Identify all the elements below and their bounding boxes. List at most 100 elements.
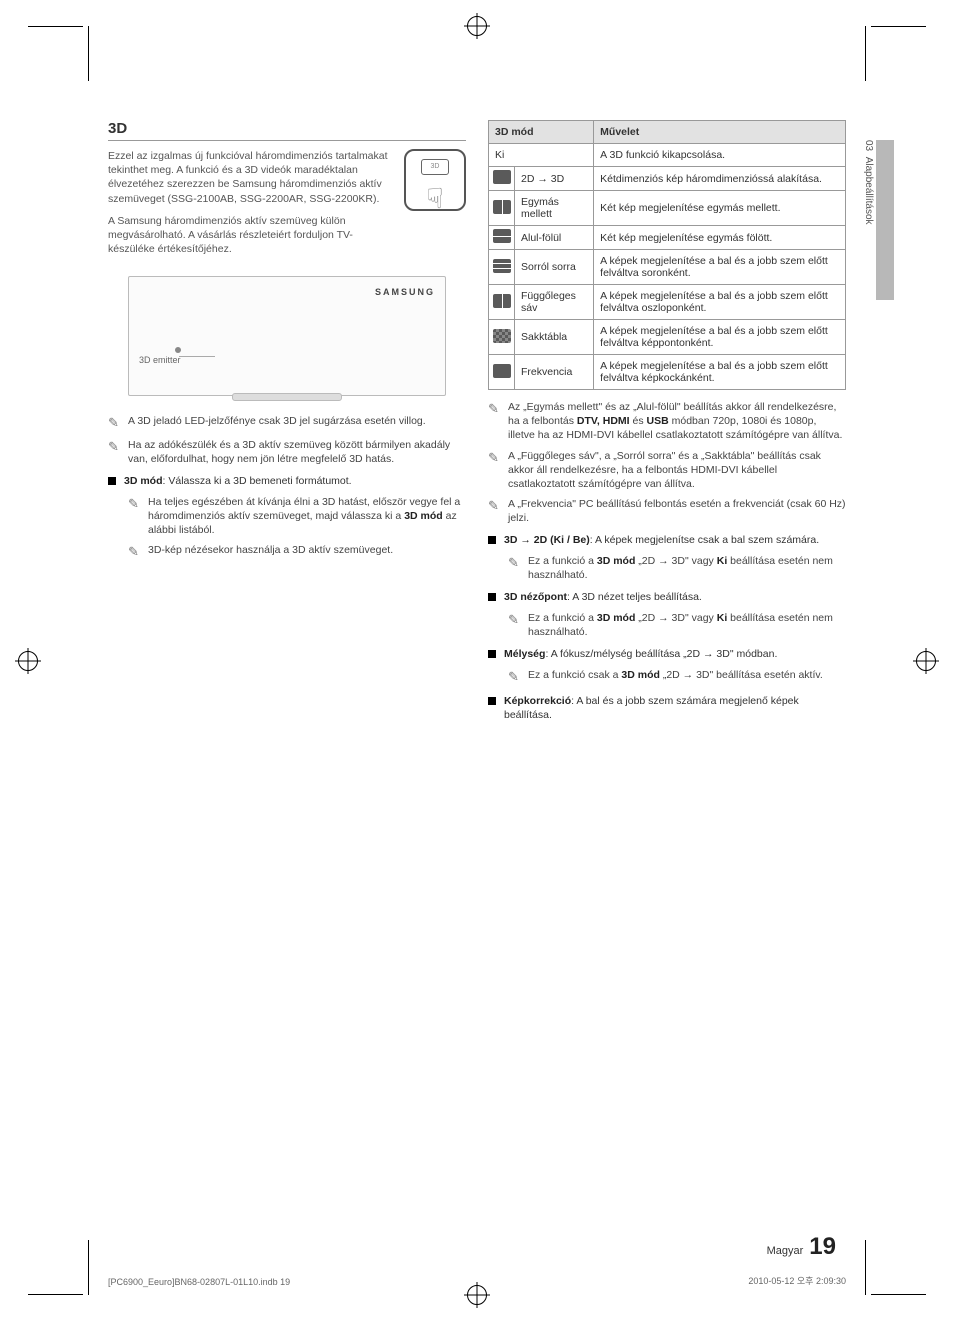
sub-note-item: ✎ Ez a funkció a 3D mód „2D → 3D" vagy K… <box>508 554 846 582</box>
mode-label: Sakktábla <box>515 320 594 355</box>
chapter-label: 03 Alapbeállítások <box>863 140 874 280</box>
mode-label: Alul-fölül <box>515 226 594 250</box>
table-row: Függőleges sáv A képek megjelenítése a b… <box>489 285 846 320</box>
mode-label: 2D → 3D <box>515 167 594 191</box>
note-text: Az „Egymás mellett" és az „Alul-fölül" b… <box>508 400 846 443</box>
bullet-lead: 3D → 2D (Ki / Be) <box>504 534 590 546</box>
table-header: 3D mód <box>489 121 594 144</box>
right-bullets: 3D → 2D (Ki / Be): A képek megjelenítse … <box>488 533 846 723</box>
left-column: 3D Ezzel az izgalmas új funkcióval három… <box>108 120 466 727</box>
mode-label: Egymás mellett <box>515 191 594 226</box>
bullet-lead: 3D nézőpont <box>504 591 567 603</box>
square-bullet-icon <box>488 650 496 658</box>
sub-note-item: ✎ Ha teljes egészében át kívánja élni a … <box>128 495 466 538</box>
registration-mark-icon <box>18 651 38 671</box>
section-title: 3D <box>108 120 466 141</box>
page-number: Magyar 19 <box>767 1233 836 1261</box>
mode-icon-cell <box>489 191 515 226</box>
registration-mark-icon <box>467 1285 487 1305</box>
sub-note-text: Ez a funkció a 3D mód „2D → 3D" vagy Ki … <box>528 554 846 582</box>
bullet-lead: Mélység <box>504 648 545 660</box>
table-header: Művelet <box>594 121 846 144</box>
chapter-number: 03 <box>863 140 874 151</box>
emitter-callout-line <box>179 356 215 357</box>
bullet-lead: Képkorrekció <box>504 695 571 707</box>
note-item: ✎ Ha az adókészülék és a 3D aktív szemüv… <box>108 438 466 466</box>
square-bullet-icon <box>488 536 496 544</box>
mode-topbottom-icon <box>493 229 511 243</box>
note-item: ✎ Az „Egymás mellett" és az „Alul-fölül"… <box>488 400 846 443</box>
mode-op: A képek megjelenítése a bal és a jobb sz… <box>594 320 846 355</box>
bullet-text: Mélység: A fókusz/mélység beállítása „2D… <box>504 647 846 662</box>
intro-paragraph-2: A Samsung háromdimenziós aktív szemüveg … <box>108 214 394 257</box>
tv-illustration: SAMSUNG 3D emitter <box>128 276 446 396</box>
note-text: A „Frekvencia" PC beállítású felbontás e… <box>508 497 846 525</box>
table-row: Egymás mellett Két kép megjelenítése egy… <box>489 191 846 226</box>
crop-mark <box>28 26 83 27</box>
samsung-logo: SAMSUNG <box>375 287 435 297</box>
table-row: Alul-fölül Két kép megjelenítése egymás … <box>489 226 846 250</box>
note-text: A 3D jeladó LED-jelzőfénye csak 3D jel s… <box>128 414 426 432</box>
mode-icon-cell <box>489 250 515 285</box>
registration-mark-icon <box>916 651 936 671</box>
mode-op: A képek megjelenítése a bal és a jobb sz… <box>594 250 846 285</box>
mode-icon-cell <box>489 285 515 320</box>
hand-pointer-icon: ☟ <box>426 182 443 215</box>
sub-note-text: 3D-kép nézésekor használja a 3D aktív sz… <box>148 543 393 561</box>
mode-icon-cell <box>489 167 515 191</box>
sub-note-text: Ez a funkció csak a 3D mód „2D → 3D" beá… <box>528 668 823 686</box>
tv-stand-icon <box>232 393 342 401</box>
crop-mark <box>88 26 89 81</box>
bullet-rest: : Válassza ki a 3D bemeneti formátumot. <box>163 475 352 487</box>
crop-mark <box>871 1294 926 1295</box>
mode-op: A képek megjelenítése a bal és a jobb sz… <box>594 355 846 390</box>
bullet-text: 3D mód: Válassza ki a 3D bemeneti formát… <box>124 474 466 489</box>
note-icon: ✎ <box>488 449 502 492</box>
mode-sidebyside-icon <box>493 200 511 214</box>
table-row: 2D → 3D Kétdimenziós kép háromdimenzióss… <box>489 167 846 191</box>
note-item: ✎ A 3D jeladó LED-jelzőfénye csak 3D jel… <box>108 414 466 432</box>
square-bullet-icon <box>488 697 496 705</box>
note-icon: ✎ <box>488 400 502 443</box>
sub-note-item: ✎ 3D-kép nézésekor használja a 3D aktív … <box>128 543 466 561</box>
sub-note-item: ✎ Ez a funkció csak a 3D mód „2D → 3D" b… <box>508 668 846 686</box>
table-row: Sorról sorra A képek megjelenítése a bal… <box>489 250 846 285</box>
note-item: ✎ A „Függőleges sáv", a „Sorról sorra" é… <box>488 449 846 492</box>
bullet-text: 3D → 2D (Ki / Be): A képek megjelenítse … <box>504 533 846 548</box>
note-icon: ✎ <box>108 438 122 466</box>
note-icon: ✎ <box>508 554 522 582</box>
mode-vertical-icon <box>493 294 511 308</box>
bullet-item: 3D mód: Válassza ki a 3D bemeneti formát… <box>108 474 466 489</box>
mode-linebyline-icon <box>493 259 511 273</box>
bullet-text: 3D nézőpont: A 3D nézet teljes beállítás… <box>504 590 846 605</box>
sub-note-item: ✎ Ez a funkció a 3D mód „2D → 3D" vagy K… <box>508 611 846 639</box>
mode-label: Frekvencia <box>515 355 594 390</box>
mode-table: 3D mód Művelet Ki A 3D funkció kikapcsol… <box>488 120 846 390</box>
mode-op: Két kép megjelenítése egymás fölött. <box>594 226 846 250</box>
emitter-dot-icon <box>175 347 181 353</box>
bullet-text: Képkorrekció: A bal és a jobb szem számá… <box>504 694 846 723</box>
mode-icon-cell <box>489 226 515 250</box>
mode-label: Függőleges sáv <box>515 285 594 320</box>
table-row: Sakktábla A képek megjelenítése a bal és… <box>489 320 846 355</box>
right-column: 3D mód Művelet Ki A 3D funkció kikapcsol… <box>488 120 846 727</box>
chapter-title: Alapbeállítások <box>863 157 874 225</box>
intro-paragraph-1: Ezzel az izgalmas új funkcióval háromdim… <box>108 149 394 206</box>
page-lang: Magyar <box>767 1245 804 1257</box>
note-icon: ✎ <box>108 414 122 432</box>
mode-op: A 3D funkció kikapcsolása. <box>594 144 846 167</box>
chapter-tab <box>876 140 894 300</box>
crop-mark <box>28 1294 83 1295</box>
table-row: Ki A 3D funkció kikapcsolása. <box>489 144 846 167</box>
table-header-row: 3D mód Művelet <box>489 121 846 144</box>
bullet-rest: : A képek megjelenítse csak a bal szem s… <box>590 534 819 546</box>
sub-note-text: Ez a funkció a 3D mód „2D → 3D" vagy Ki … <box>528 611 846 639</box>
note-icon: ✎ <box>508 668 522 686</box>
crop-mark <box>871 26 926 27</box>
remote-button-label: 3D <box>421 159 449 175</box>
bullet-rest: : A 3D nézet teljes beállítása. <box>567 591 702 603</box>
footer-right: 2010-05-12 오후 2:09:30 <box>748 1274 846 1287</box>
mode-2d3d-icon <box>493 170 511 184</box>
page-number-value: 19 <box>809 1233 836 1261</box>
mode-icon-cell <box>489 320 515 355</box>
